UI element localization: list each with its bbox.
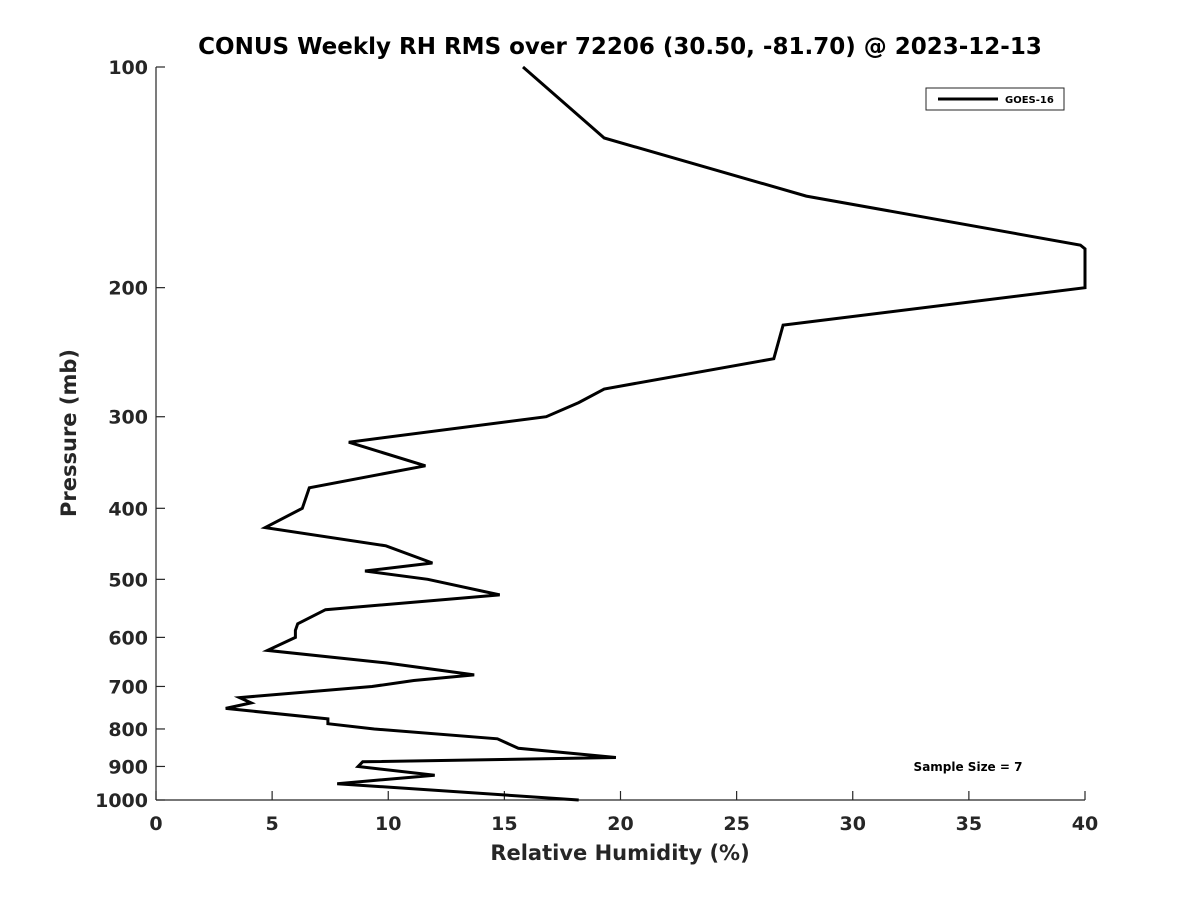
y-tick-label-5: 600 xyxy=(108,627,148,649)
y-axis-label: Pressure (mb) xyxy=(57,349,81,517)
series-line-0 xyxy=(225,65,1087,802)
x-tick-label-6: 30 xyxy=(840,813,866,835)
x-tick-label-2: 10 xyxy=(375,813,401,835)
legend-label-0: GOES-16 xyxy=(1005,95,1054,106)
x-tick-label-1: 5 xyxy=(266,813,279,835)
x-tick-label-3: 15 xyxy=(491,813,517,835)
x-tick-label-4: 20 xyxy=(607,813,633,835)
y-tick-label-7: 800 xyxy=(108,719,148,741)
x-tick-label-8: 40 xyxy=(1072,813,1098,835)
y-tick-label-9: 1000 xyxy=(95,790,148,812)
y-tick-label-0: 100 xyxy=(108,57,148,79)
y-tick-label-2: 300 xyxy=(108,407,148,429)
y-tick-label-8: 900 xyxy=(108,756,148,778)
legend: GOES-16 xyxy=(925,87,1065,111)
x-tick-label-0: 0 xyxy=(149,813,162,835)
y-tick-label-1: 200 xyxy=(108,278,148,300)
series-layer xyxy=(225,65,1087,802)
x-tick-label-7: 35 xyxy=(956,813,982,835)
y-tick-label-4: 500 xyxy=(108,569,148,591)
sample-size-annotation: Sample Size = 7 xyxy=(914,760,1023,774)
y-tick-label-3: 400 xyxy=(108,498,148,520)
x-tick-label-5: 25 xyxy=(723,813,749,835)
y-tick-label-6: 700 xyxy=(108,676,148,698)
x-axis-label: Relative Humidity (%) xyxy=(490,841,749,865)
axes: 0 5 10 15 20 25 30 35 40 100 200 300 400 500 600 700 800… xyxy=(95,57,1098,835)
chart-title: CONUS Weekly RH RMS over 72206 (30.50, -… xyxy=(198,34,1042,60)
